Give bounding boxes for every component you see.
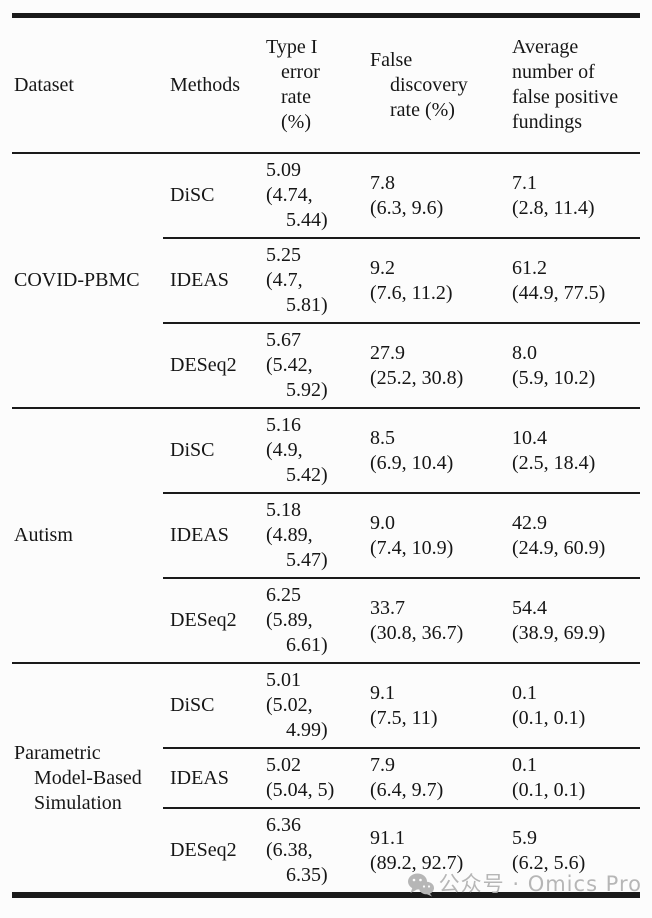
fdr-cell: 7.9 (6.4, 9.7) — [370, 754, 444, 801]
fdr-cell: 9.2 (7.6, 11.2) — [370, 256, 453, 304]
header-dataset: Dataset — [14, 73, 74, 96]
dataset-group-parametric-simulation: Parametric Model-Based Simulation DiSC 5… — [12, 664, 640, 892]
dataset-group-autism: Autism DiSC 5.16 (4.9, 5.42) 8.5 (6.9, 1… — [12, 409, 640, 664]
table-row: IDEAS 5.02 (5.04, 5) 7.9 (6.4, 9.7) 0.1 … — [163, 747, 640, 807]
group-rows: DiSC 5.09 (4.74, 5.44) 7.8 (6.3, 9.6) 7.… — [163, 154, 640, 407]
watermark: 公众号 · Omics Pro — [407, 872, 642, 897]
type1-error-cell: 5.67 (5.42, 5.92) — [266, 329, 328, 401]
fdr-cell: 91.1 (89.2, 92.7) — [370, 826, 464, 874]
fdr-cell: 9.1 (7.5, 11) — [370, 681, 438, 729]
watermark-text: 公众号 · Omics Pro — [438, 872, 642, 896]
dataset-label: COVID-PBMC — [14, 269, 140, 291]
type1-error-cell: 5.16 (4.9, 5.42) — [266, 414, 328, 486]
method-cell: DiSC — [170, 694, 215, 716]
table-bottom-rule — [12, 892, 640, 898]
group-rows: DiSC 5.01 (5.02, 4.99) 9.1 (7.5, 11) 0.1… — [163, 664, 640, 892]
table-top-rule — [12, 13, 640, 18]
wechat-icon — [407, 873, 434, 897]
fdr-cell: 7.8 (6.3, 9.6) — [370, 171, 444, 219]
method-cell: DiSC — [170, 184, 215, 206]
dataset-label: Parametric Model-Based Simulation — [14, 741, 142, 814]
avg-false-positives-cell: 8.0 (5.9, 10.2) — [512, 341, 596, 389]
fdr-cell: 27.9 (25.2, 30.8) — [370, 341, 464, 389]
dataset-group-covid-pbmc: COVID-PBMC DiSC 5.09 (4.74, 5.44) 7.8 (6… — [12, 154, 640, 409]
method-cell: IDEAS — [170, 524, 229, 546]
avg-false-positives-cell: 54.4 (38.9, 69.9) — [512, 596, 606, 644]
avg-false-positives-cell: 61.2 (44.9, 77.5) — [512, 256, 606, 304]
table-row: DiSC 5.09 (4.74, 5.44) 7.8 (6.3, 9.6) 7.… — [163, 154, 640, 237]
header-type1-error-rate: Type I error rate (%) — [266, 36, 320, 133]
method-cell: DESeq2 — [170, 354, 237, 376]
header-avg-false-positives: Average number of false positive funding… — [512, 36, 619, 133]
method-cell: DESeq2 — [170, 839, 237, 861]
type1-error-cell: 5.01 (5.02, 4.99) — [266, 669, 328, 741]
avg-false-positives-cell: 10.4 (2.5, 18.4) — [512, 426, 596, 474]
header-false-discovery-rate: False discovery rate (%) — [370, 48, 468, 121]
type1-error-cell: 5.18 (4.89, 5.47) — [266, 499, 328, 571]
avg-false-positives-cell: 42.9 (24.9, 60.9) — [512, 511, 606, 559]
table-row: DiSC 5.16 (4.9, 5.42) 8.5 (6.9, 10.4) 10… — [163, 409, 640, 492]
table-row: DESeq2 6.25 (5.89, 6.61) 33.7 (30.8, 36.… — [163, 577, 640, 662]
dataset-label: Autism — [14, 524, 73, 546]
avg-false-positives-cell: 0.1 (0.1, 0.1) — [512, 681, 586, 729]
type1-error-cell: 6.25 (5.89, 6.61) — [266, 584, 328, 656]
method-cell: DESeq2 — [170, 609, 237, 631]
fdr-cell: 9.0 (7.4, 10.9) — [370, 511, 454, 559]
fdr-cell: 8.5 (6.9, 10.4) — [370, 426, 454, 474]
method-cell: IDEAS — [170, 766, 229, 789]
avg-false-positives-cell: 5.9 (6.2, 5.6) — [512, 826, 586, 874]
type1-error-cell: 6.36 (6.38, 6.35) — [266, 814, 328, 886]
table-row: DESeq2 6.36 (6.38, 6.35) 91.1 (89.2, 92.… — [163, 807, 640, 892]
avg-false-positives-cell: 0.1 (0.1, 0.1) — [512, 754, 586, 801]
results-table: Dataset Methods Type I error rate (%) Fa… — [12, 13, 640, 898]
method-cell: IDEAS — [170, 269, 229, 291]
type1-error-cell: 5.02 (5.04, 5) — [266, 754, 335, 801]
type1-error-cell: 5.25 (4.7, 5.81) — [266, 244, 328, 316]
header-methods: Methods — [170, 73, 240, 96]
method-cell: DiSC — [170, 439, 215, 461]
table-row: IDEAS 5.25 (4.7, 5.81) 9.2 (7.6, 11.2) 6… — [163, 237, 640, 322]
table-row: DESeq2 5.67 (5.42, 5.92) 27.9 (25.2, 30.… — [163, 322, 640, 407]
table-row: IDEAS 5.18 (4.89, 5.47) 9.0 (7.4, 10.9) … — [163, 492, 640, 577]
group-rows: DiSC 5.16 (4.9, 5.42) 8.5 (6.9, 10.4) 10… — [163, 409, 640, 662]
table-header-row: Dataset Methods Type I error rate (%) Fa… — [12, 18, 640, 154]
fdr-cell: 33.7 (30.8, 36.7) — [370, 596, 464, 644]
type1-error-cell: 5.09 (4.74, 5.44) — [266, 159, 328, 231]
table-row: DiSC 5.01 (5.02, 4.99) 9.1 (7.5, 11) 0.1… — [163, 664, 640, 747]
avg-false-positives-cell: 7.1 (2.8, 11.4) — [512, 171, 595, 219]
